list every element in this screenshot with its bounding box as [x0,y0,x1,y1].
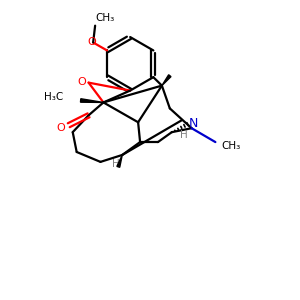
Text: CH₃: CH₃ [95,13,115,23]
Text: O: O [77,76,86,87]
Text: CH₃: CH₃ [222,141,241,151]
Text: H: H [112,159,120,169]
Text: O: O [56,123,65,133]
Polygon shape [117,155,122,167]
Polygon shape [80,99,104,102]
Text: H: H [180,130,188,140]
Text: O: O [88,37,97,46]
Text: H₃C: H₃C [44,92,63,103]
Polygon shape [162,75,171,86]
Text: N: N [189,117,198,130]
